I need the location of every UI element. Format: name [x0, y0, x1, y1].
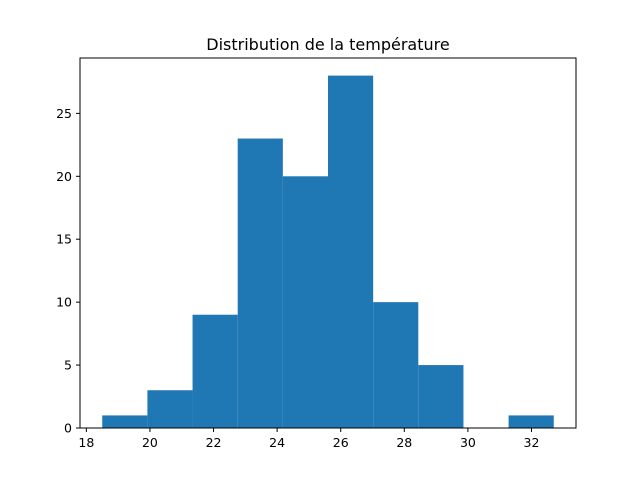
- x-tick-label: 30: [460, 435, 476, 450]
- y-tick-label: 10: [56, 295, 72, 310]
- x-tick-label: 24: [269, 435, 285, 450]
- x-tick-label: 20: [142, 435, 158, 450]
- chart-title: Distribution de la température: [206, 35, 449, 54]
- plot-frame: [79, 57, 577, 429]
- y-tick-label: 5: [64, 358, 72, 373]
- histogram-bar: [418, 365, 464, 428]
- y-tick-label: 0: [64, 421, 72, 436]
- bars-group: [102, 75, 554, 428]
- histogram-bar: [237, 138, 283, 428]
- histogram-bar: [192, 314, 238, 428]
- y-tick-label: 25: [56, 106, 72, 121]
- x-tick-label: 28: [396, 435, 412, 450]
- histogram-bar: [508, 415, 554, 428]
- histogram-bar: [282, 176, 328, 428]
- histogram-bar: [147, 390, 193, 428]
- x-tick-label: 18: [78, 435, 94, 450]
- histogram-bar: [102, 415, 148, 428]
- x-axis: 18 20 22 24 26 28 30 32: [78, 428, 539, 450]
- y-tick-label: 15: [56, 232, 72, 247]
- x-tick-label: 32: [524, 435, 540, 450]
- histogram-bar: [373, 302, 419, 428]
- x-tick-label: 22: [206, 435, 222, 450]
- histogram-bar: [328, 75, 374, 428]
- y-axis: 0 5 10 15 20 25: [56, 106, 80, 436]
- y-tick-label: 20: [56, 169, 72, 184]
- x-tick-label: 26: [333, 435, 349, 450]
